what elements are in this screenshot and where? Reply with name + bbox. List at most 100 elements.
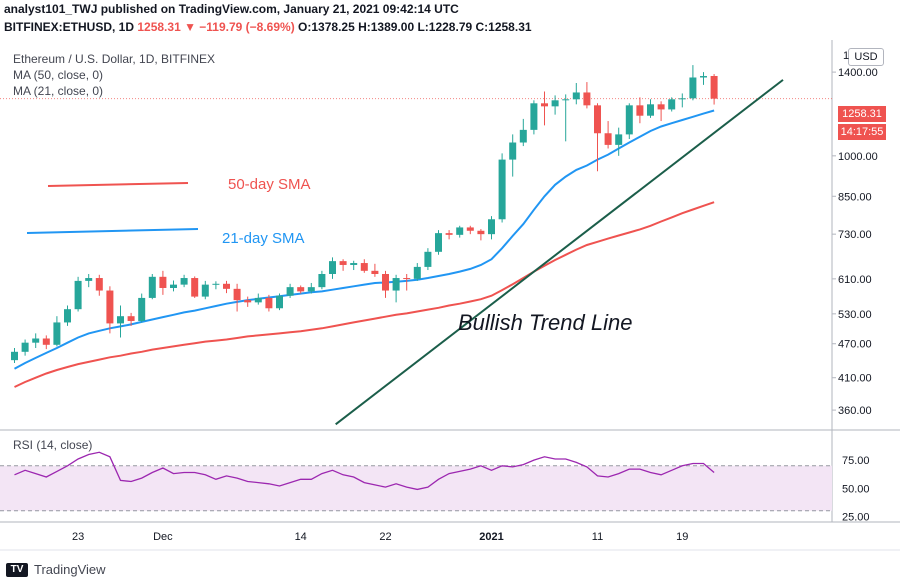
candle-body[interactable] <box>11 351 18 361</box>
candle-body[interactable] <box>148 276 156 298</box>
publish-info: analyst101_TWJ published on TradingView.… <box>4 2 459 16</box>
candle-body[interactable] <box>583 92 591 106</box>
sma50-legend-line <box>47 182 189 187</box>
candle-body[interactable] <box>265 297 273 309</box>
candle-body[interactable] <box>700 76 707 78</box>
rsi-tick-label: 75.00 <box>842 455 870 467</box>
sma50-annotation: 50-day SMA <box>228 176 311 193</box>
candle-body[interactable] <box>138 297 146 321</box>
sma21-legend-line <box>26 228 199 234</box>
candle-body[interactable] <box>678 98 686 100</box>
candle-body[interactable] <box>466 227 474 231</box>
countdown-tag: 14:17:55 <box>838 124 886 140</box>
candle-body[interactable] <box>170 284 177 288</box>
bullish-trend-line[interactable] <box>335 79 784 426</box>
candle-body[interactable] <box>509 142 517 160</box>
candle-body[interactable] <box>127 316 135 321</box>
candle-body[interactable] <box>233 288 241 301</box>
candle-body[interactable] <box>413 266 421 279</box>
candle-body[interactable] <box>594 105 601 134</box>
candle-body[interactable] <box>498 159 506 220</box>
rsi-line <box>14 451 715 491</box>
candle-body[interactable] <box>551 100 559 107</box>
price-tick-label: 1000.00 <box>838 151 878 163</box>
candle-body[interactable] <box>244 300 252 303</box>
candle-body[interactable] <box>636 105 644 116</box>
candle-body[interactable] <box>191 278 199 297</box>
candle-body[interactable] <box>477 230 485 235</box>
candle-body[interactable] <box>42 338 50 345</box>
candle-body[interactable] <box>95 278 103 291</box>
candle-body[interactable] <box>615 134 623 145</box>
rsi-tick-label: 50.00 <box>842 483 870 495</box>
candle-body[interactable] <box>519 129 527 143</box>
candle-body[interactable] <box>297 287 305 292</box>
time-tick-label: 23 <box>72 531 84 543</box>
candle-body[interactable] <box>286 287 294 296</box>
candle-body[interactable] <box>445 233 453 235</box>
price-change: 1258.31 ▼ −119.79 (−8.69%) <box>137 20 295 34</box>
candle-body[interactable] <box>254 297 262 303</box>
candle-body[interactable] <box>657 104 665 110</box>
time-tick-label: 22 <box>379 531 391 543</box>
ma50-line <box>14 201 715 388</box>
candle-body[interactable] <box>276 295 283 309</box>
sma21-annotation: 21-day SMA <box>222 230 305 247</box>
time-tick-label: 2021 <box>479 531 503 543</box>
candle-body[interactable] <box>307 287 315 292</box>
price-tick-label: 1400.00 <box>838 67 878 79</box>
candle-body[interactable] <box>710 75 718 99</box>
price-tick-label: 530.00 <box>838 309 872 321</box>
candle-body[interactable] <box>424 251 432 267</box>
rsi-tick-label: 25.00 <box>842 511 870 523</box>
candle-body[interactable] <box>647 104 654 116</box>
candle-body[interactable] <box>329 261 336 275</box>
candle-body[interactable] <box>625 105 633 135</box>
candle-body[interactable] <box>21 342 29 352</box>
candle-body[interactable] <box>180 278 188 285</box>
candle-body[interactable] <box>435 233 442 252</box>
candle-body[interactable] <box>318 274 326 288</box>
price-tick-label: 470.00 <box>838 339 872 351</box>
rsi-legend: RSI (14, close) <box>13 438 93 452</box>
candle-body[interactable] <box>85 278 93 281</box>
candle-body[interactable] <box>403 278 411 280</box>
price-tick-label: 610.00 <box>838 274 872 286</box>
candle-body[interactable] <box>572 92 580 100</box>
trendline-annotation: Bullish Trend Line <box>458 310 633 335</box>
candle-body[interactable] <box>339 261 347 265</box>
candle-body[interactable] <box>541 103 548 107</box>
rsi-band <box>0 465 832 511</box>
candle-body[interactable] <box>530 103 538 130</box>
currency-button[interactable]: USD <box>848 48 884 66</box>
price-chart[interactable]: 1400.00 1000.00 850.00 730.00 610.00 530.00 47… <box>0 36 900 556</box>
candle-body[interactable] <box>117 316 124 324</box>
candle-body[interactable] <box>53 322 61 345</box>
candle-body[interactable] <box>668 99 676 110</box>
candle-body[interactable] <box>159 276 167 288</box>
candle-body[interactable] <box>64 309 71 323</box>
candle-body[interactable] <box>488 219 495 235</box>
candle-body[interactable] <box>201 284 209 297</box>
candle-body[interactable] <box>106 290 114 324</box>
candle-body[interactable] <box>223 283 230 289</box>
candle-body[interactable] <box>360 263 368 271</box>
candle-body[interactable] <box>392 278 400 291</box>
candle-body[interactable] <box>371 270 379 275</box>
candle-body[interactable] <box>212 283 220 285</box>
tradingview-brand[interactable]: TV TradingView <box>6 562 106 577</box>
price-tick-label: 410.00 <box>838 373 872 385</box>
time-tick-label: 11 <box>592 531 603 543</box>
candle-body[interactable] <box>689 77 697 99</box>
candle-body[interactable] <box>456 227 464 235</box>
candle-body[interactable] <box>350 263 358 265</box>
candle-body[interactable] <box>562 99 570 101</box>
candle-body[interactable] <box>604 133 612 145</box>
main-legend: Ethereum / U.S. Dollar, 1D, BITFINEX <box>13 52 216 66</box>
candle-body[interactable] <box>32 338 40 343</box>
ma50-legend: MA (50, close, 0) <box>13 68 104 82</box>
last-price-tag: 1258.31 <box>838 106 886 122</box>
candle-body[interactable] <box>382 274 389 291</box>
price-axis-top-tick: 1 <box>843 50 850 62</box>
candle-body[interactable] <box>74 280 82 310</box>
